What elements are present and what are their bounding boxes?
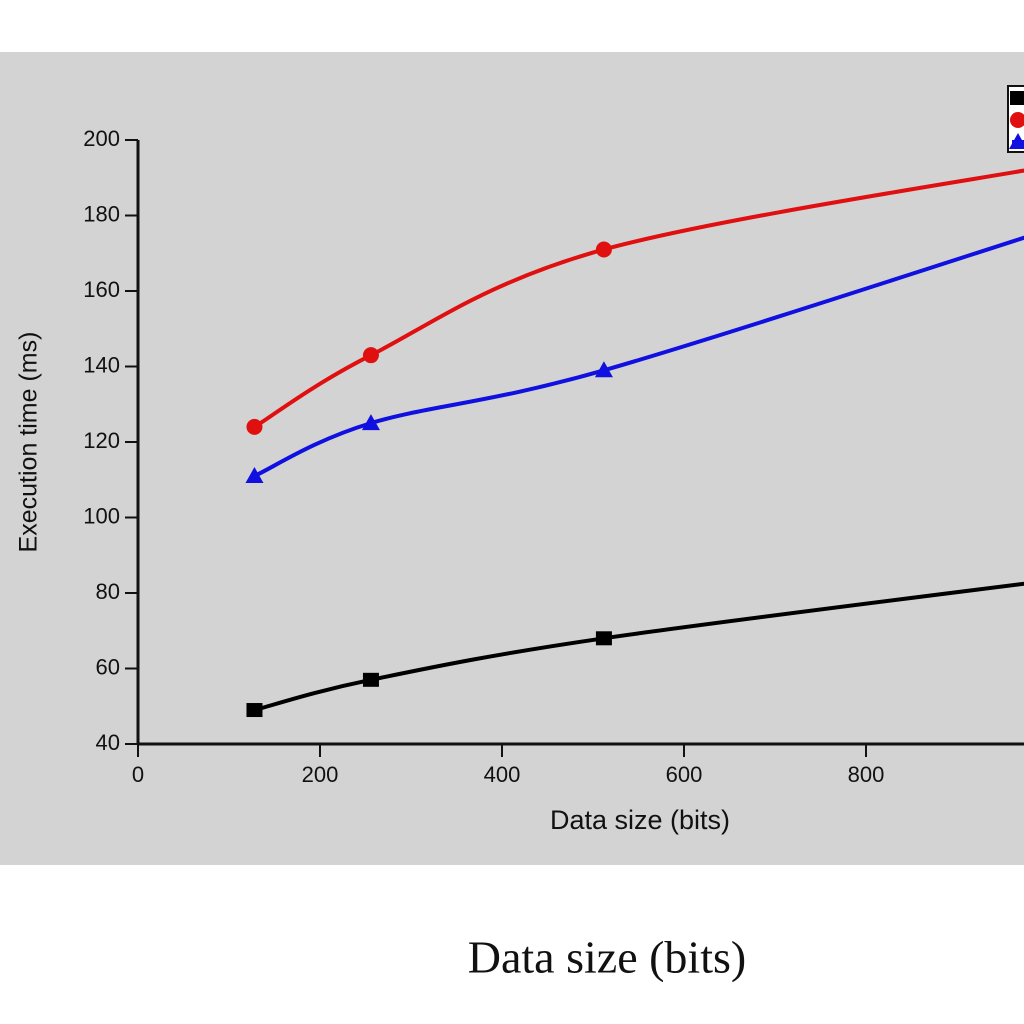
legend-marker: [1010, 91, 1024, 105]
x-tick-label: 0: [132, 762, 144, 787]
y-tick-label: 160: [83, 277, 120, 302]
x-tick-label: 200: [302, 762, 339, 787]
plot-panel: [0, 52, 1024, 865]
marker: [245, 466, 264, 483]
y-tick-label: 120: [83, 428, 120, 453]
marker: [594, 361, 613, 378]
series-line: [253, 235, 1024, 478]
y-tick-label: 200: [83, 126, 120, 151]
marker: [246, 418, 263, 435]
marker: [361, 414, 380, 431]
marker: [362, 672, 379, 687]
marker: [595, 631, 612, 646]
y-tick-label: 100: [83, 503, 120, 528]
y-tick-label: 60: [96, 654, 120, 679]
x-tick-label: 800: [848, 762, 885, 787]
x-axis-label: Data size (bits): [550, 805, 730, 835]
legend-marker: [1009, 133, 1024, 149]
y-tick-label: 180: [83, 201, 120, 226]
series-line: [253, 168, 1024, 429]
y-axis-label: Execution time (ms): [15, 332, 43, 553]
legend-marker: [1010, 112, 1024, 128]
y-tick-label: 80: [96, 579, 120, 604]
y-tick-label: 40: [96, 730, 120, 755]
marker: [595, 241, 612, 258]
marker: [362, 347, 379, 364]
caption: Data size (bits): [468, 932, 746, 983]
y-tick-label: 140: [83, 352, 120, 377]
x-tick-label: 400: [484, 762, 521, 787]
series-line: [253, 581, 1024, 712]
marker: [246, 703, 263, 718]
x-tick-label: 600: [666, 762, 703, 787]
